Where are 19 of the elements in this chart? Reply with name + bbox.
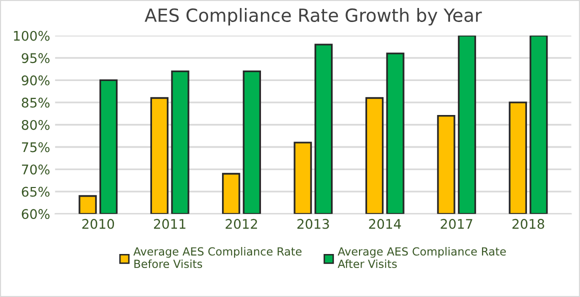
y-tick-label: 100% — [14, 30, 50, 41]
y-tick-label: 65% — [22, 186, 50, 197]
y-tick-label: 80% — [22, 120, 50, 130]
legend-label: Average AES Compliance Rate Before Visits — [133, 247, 302, 268]
y-tick-label: 70% — [22, 164, 50, 174]
y-tick-label: 90% — [22, 75, 50, 86]
x-tick-label: 2012 — [226, 218, 257, 229]
chart-title: AES Compliance Rate Growth by Year — [144, 8, 482, 26]
x-tick-label: 2018 — [512, 218, 544, 229]
x-tick-label: 2014 — [369, 218, 401, 229]
x-tick-label: 2013 — [297, 218, 329, 229]
y-tick-label: 95% — [22, 53, 50, 64]
y-tick-label: 85% — [22, 98, 50, 108]
x-tick-label: 2010 — [82, 218, 114, 229]
y-tick-label: 60% — [22, 209, 50, 220]
y-tick-label: 75% — [22, 142, 50, 152]
legend-label: Average AES Compliance Rate After Visits — [338, 247, 506, 268]
x-tick-label: 2011 — [154, 218, 186, 229]
x-tick-label: 2017 — [440, 218, 472, 229]
